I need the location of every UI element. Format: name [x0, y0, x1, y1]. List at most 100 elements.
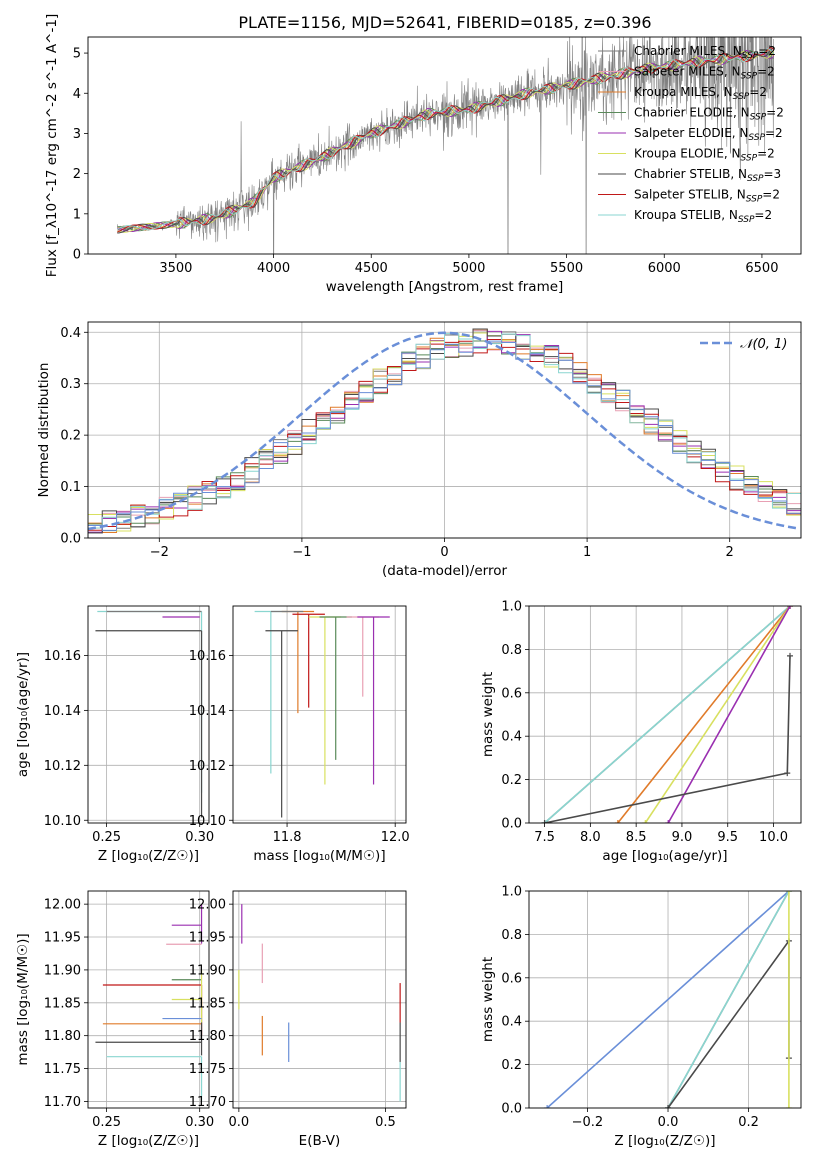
y-tick-label: 2: [73, 167, 81, 182]
legend-subscript: SSP: [750, 113, 767, 123]
y-tick-label: 0.2: [60, 429, 81, 444]
mass_vs_ebv-xlabel: E(B-V): [299, 1133, 341, 1149]
mass_vs_ebv-axes: 0.0 0.5 11.70 11.75 11.80 11.85 11.90 11.95 12.0…: [189, 891, 406, 1130]
x-tick-label: −2: [150, 545, 169, 560]
y-tick-label: 10.10: [189, 814, 226, 829]
legend-suffix: =2: [749, 85, 767, 99]
legend-name: Salpeter ELODIE, N: [634, 126, 748, 140]
y-tick-label: 10.14: [189, 704, 226, 719]
y-tick-label: 11.70: [44, 1095, 81, 1110]
legend-name: Chabrier STELIB, N: [634, 167, 747, 181]
legend-entry: 𝒩(0, 1): [740, 337, 787, 352]
y-tick-label: 4: [73, 87, 81, 102]
x-tick-label: 4000: [257, 261, 290, 276]
massweight-Z-data: [544, 891, 792, 1108]
x-tick-label: −0.2: [572, 1115, 604, 1130]
massweight_vs_age-ylabel: mass weight: [480, 672, 496, 757]
y-tick-label: 10.12: [44, 759, 81, 774]
legend-name: Salpeter MILES, N: [634, 65, 741, 79]
y-tick-label: 0.6: [501, 971, 522, 986]
legend-subscript: SSP: [738, 215, 755, 225]
cumulative-weight-line: [546, 891, 790, 1108]
legend-subscript: SSP: [747, 174, 764, 184]
legend-entry: Salpeter MILES, NSSP=2: [634, 65, 775, 82]
mass-vs-ebv-data: [238, 904, 401, 1102]
model-spectrum-line: [117, 48, 775, 231]
legend-name: Chabrier MILES, N: [634, 44, 742, 58]
massweight_vs_age-axes: 7.5 8.0 8.5 9.0 9.5 10.0 0.0 0.2 0.4 0.6 0.8 1.0: [501, 600, 801, 845]
age_vs_Z-axes: 0.25 0.30 10.10 10.12 10.14 10.16: [44, 606, 214, 845]
spectrum-axes: 3500 4000 4500 5000 5500 6000 6500 0 1 2 3 4 5: [73, 47, 779, 276]
legend-subscript: SSP: [748, 133, 765, 143]
legend-suffix: =3: [764, 167, 782, 181]
legend-entry: Kroupa ELODIE, NSSP=2: [634, 147, 775, 164]
y-tick-label: 0.8: [501, 928, 522, 943]
legend-subscript: SSP: [741, 72, 758, 82]
weight-marker: [787, 652, 794, 659]
mass-vs-ebv-frame: [232, 890, 407, 1109]
legend-entry: Chabrier MILES, NSSP=2: [634, 44, 776, 61]
age_vs_Z-ylabel: age [log₁₀(age/yr)]: [15, 652, 31, 777]
cumulative-weight-line: [617, 606, 791, 823]
x-tick-label: 4500: [355, 261, 388, 276]
cumulative-weight-line: [544, 655, 791, 823]
x-tick-label: 8.5: [626, 830, 647, 845]
massweight-vs-Z-frame: [528, 890, 802, 1109]
spectrum-data: [117, 37, 775, 254]
legend-entry: Chabrier STELIB, NSSP=3: [634, 167, 781, 184]
x-tick-label: 0.5: [375, 1115, 396, 1130]
y-tick-label: 11.85: [189, 996, 226, 1011]
age-vs-mass-frame: [232, 605, 407, 824]
residuals-legend: 𝒩(0, 1): [700, 337, 787, 352]
x-tick-label: 6000: [648, 261, 681, 276]
legend-subscript: SSP: [741, 154, 758, 164]
weight-marker: [544, 1105, 551, 1108]
x-tick-label: 8.0: [580, 830, 601, 845]
massweight_vs_Z-xlabel: Z [log₁₀(Z/Z☉)]: [614, 1133, 715, 1149]
y-tick-label: 11.80: [44, 1029, 81, 1044]
cumulative-weight-line: [667, 891, 790, 1108]
legend-name: Kroupa MILES, N: [634, 85, 733, 99]
cumulative-weight-line: [644, 606, 791, 823]
y-tick-label: 11.75: [189, 1062, 226, 1077]
age_vs_mass-xlabel: mass [log₁₀(M/M☉)]: [253, 848, 385, 864]
legend-entry: Kroupa STELIB, NSSP=2: [634, 208, 772, 225]
y-tick-label: 11.85: [44, 996, 81, 1011]
age_vs_mass-axes: 11.8 12.0 10.10 10.12 10.14 10.16: [189, 606, 410, 845]
x-tick-label: 1: [583, 545, 591, 560]
y-tick-label: 11.70: [189, 1095, 226, 1110]
x-tick-label: 0.0: [229, 1115, 250, 1130]
y-tick-label: 0.2: [501, 773, 522, 788]
mass-vs-Z-data: [95, 904, 203, 1102]
mass_vs_Z-xlabel: Z [log₁₀(Z/Z☉)]: [98, 1133, 199, 1149]
massweight_vs_age-xlabel: age [log₁₀(age/yr)]: [602, 848, 727, 864]
legend-suffix: =2: [754, 208, 772, 222]
legend-suffix: =2: [765, 126, 783, 140]
massweight_vs_Z-ylabel: mass weight: [480, 957, 496, 1042]
x-tick-label: 0.0: [658, 1115, 679, 1130]
spectrum-frame: [87, 36, 802, 255]
y-tick-label: 12.00: [44, 898, 81, 913]
figure-title: PLATE=1156, MJD=52641, FIBERID=0185, z=0…: [238, 13, 651, 32]
x-tick-label: 0.25: [92, 830, 121, 845]
y-tick-label: 0.6: [501, 686, 522, 701]
weight-marker: [784, 770, 791, 777]
y-tick-label: 0.0: [501, 817, 522, 832]
legend-name: Salpeter STELIB, N: [634, 188, 746, 202]
residuals-frame: [87, 321, 802, 539]
legend-suffix: =2: [766, 106, 784, 120]
y-tick-label: 0.1: [60, 480, 81, 495]
cumulative-weight-line: [667, 606, 791, 823]
model-spectrum-line: [117, 49, 775, 233]
y-tick-label: 1.0: [501, 885, 522, 900]
y-tick-label: 0.8: [501, 643, 522, 658]
y-tick-label: 10.16: [189, 649, 226, 664]
y-tick-label: 0: [73, 248, 81, 263]
legend-entry: Salpeter STELIB, NSSP=2: [634, 188, 780, 205]
cumulative-weight-line: [544, 606, 791, 823]
weight-marker: [665, 1105, 672, 1108]
weight-marker: [642, 820, 649, 823]
y-tick-label: 11.75: [44, 1062, 81, 1077]
age-vs-Z-frame: [87, 605, 210, 824]
